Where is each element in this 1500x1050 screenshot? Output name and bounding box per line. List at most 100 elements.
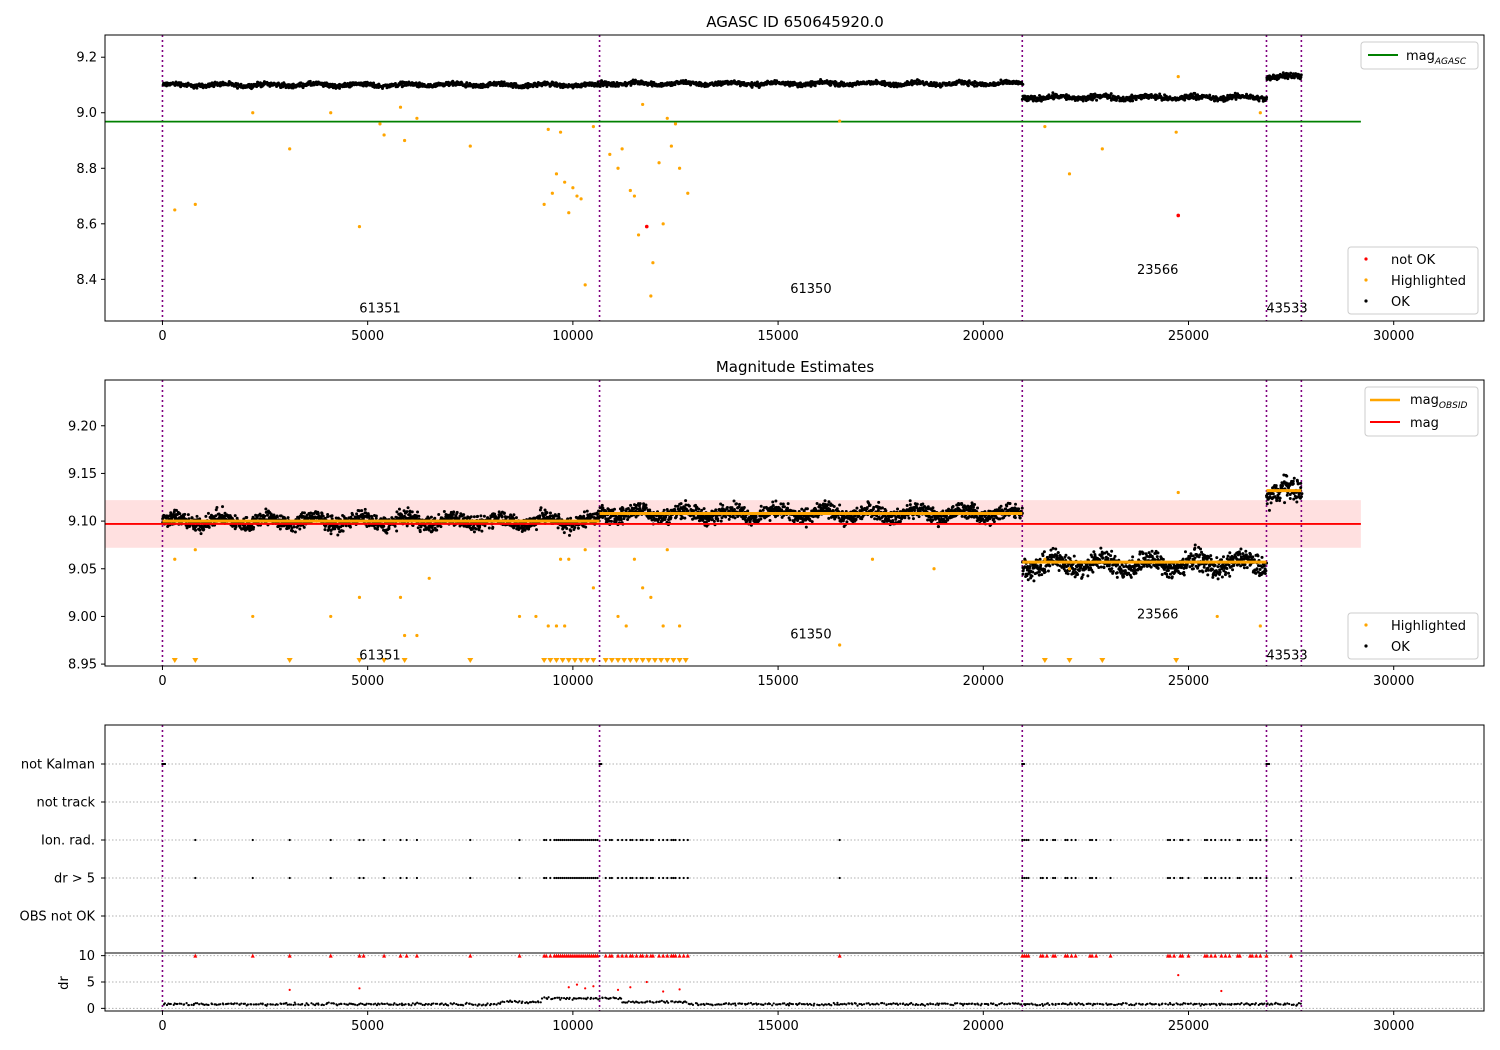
agasc-xtick-label: 25000 <box>1168 329 1209 344</box>
mag-ok-point <box>905 504 909 508</box>
agasc-ok-point <box>940 84 944 88</box>
mag-ok-point <box>482 514 486 518</box>
mag-ok-point <box>569 529 573 533</box>
mag-ok-point <box>472 530 476 534</box>
mag-ok-point <box>877 500 881 504</box>
mag-ok-point <box>788 518 792 522</box>
mag-ok-point <box>629 503 633 507</box>
mag-ok-point <box>727 517 731 521</box>
mag-ok-point <box>462 513 466 517</box>
mag-ok-point <box>832 505 836 509</box>
mag-ok-point <box>395 529 399 533</box>
mag-ok-point <box>298 527 302 531</box>
agasc-highlighted-point <box>173 208 177 212</box>
mag-ok-point <box>702 507 706 511</box>
mag-ok-point <box>913 508 917 512</box>
agasc-ytick-label: 8.6 <box>76 217 97 232</box>
agasc-ok-point <box>1109 92 1113 96</box>
mag-ok-point <box>406 506 410 510</box>
mag-ok-point <box>687 504 691 508</box>
mag-ok-point <box>251 527 255 531</box>
agasc-highlighted-point <box>357 224 362 229</box>
mag-ok-point <box>827 516 831 520</box>
agasc-ok-point <box>236 86 240 90</box>
mag-ok-point <box>263 514 267 518</box>
mag-ok-point <box>921 502 925 506</box>
mag-ok-point <box>714 508 718 512</box>
mag-ok-point <box>264 507 268 511</box>
mag-ok-point <box>502 512 506 516</box>
mag-ok-point <box>759 504 763 508</box>
mag-ok-point <box>286 516 290 520</box>
mag-ok-point <box>360 509 364 513</box>
mag-ok-point <box>565 527 569 531</box>
mag-ok-point <box>732 507 736 511</box>
mag-ok-point <box>721 503 725 507</box>
agasc-highlighted-point <box>542 202 546 206</box>
mag-ok-point <box>500 515 504 519</box>
agasc-highlighted-point <box>550 191 554 195</box>
mag-ok-point <box>873 517 877 521</box>
mag-ok-point <box>479 514 483 518</box>
mag-ok-point <box>768 518 772 522</box>
mag-ok-point <box>700 508 704 512</box>
mag-ok-point <box>815 502 819 506</box>
mag-ok-point <box>190 516 194 520</box>
mag-ok-point <box>735 502 739 506</box>
mag-ok-point <box>716 519 720 523</box>
mag-ok-point <box>915 502 919 506</box>
agasc-obsid-label: 23566 <box>1137 263 1178 278</box>
mag-ok-point <box>207 525 211 529</box>
mag-ok-point <box>582 510 586 514</box>
mag-ok-point <box>512 513 516 517</box>
mag-ok-point <box>669 516 673 520</box>
mag-ok-point <box>442 510 446 514</box>
mag-ok-point <box>351 513 355 517</box>
mag-ok-point <box>728 515 732 519</box>
agasc-obsid-label: 43533 <box>1266 302 1307 317</box>
agasc-highlighted-point <box>608 152 612 156</box>
agasc-highlighted-point <box>288 147 292 151</box>
agasc-ok-point <box>308 79 312 83</box>
mag-ok-point <box>292 525 296 529</box>
mag-ok-point <box>845 520 849 524</box>
mag-ok-point <box>221 505 225 509</box>
mag-ok-point <box>903 516 907 520</box>
agasc-legend-notok: not OK <box>1391 253 1436 268</box>
mag-ok-point <box>395 510 399 514</box>
mag-ok-point <box>199 532 203 536</box>
agasc-not-ok-point <box>1176 213 1181 218</box>
mag-ok-point <box>435 528 439 532</box>
mag-ok-point <box>437 513 441 517</box>
mag-ok-point <box>908 503 912 507</box>
mag-ok-point <box>178 512 182 516</box>
agasc-ytick-label: 9.2 <box>76 51 97 66</box>
agasc-ok-point <box>338 86 342 90</box>
mag-ok-point <box>754 515 758 519</box>
agasc-highlighted-point <box>673 122 678 126</box>
mag-ok-point <box>621 508 625 512</box>
agasc-ok-point <box>195 86 199 90</box>
agasc-highlighted-point <box>632 194 637 198</box>
mag-ok-point <box>562 531 566 535</box>
agasc-ytick-label: 8.8 <box>76 162 97 177</box>
mag-ok-point <box>567 533 571 537</box>
agasc-highlighted-point <box>403 138 407 143</box>
agasc-panel: AGASC ID 650645920.0 6135161350235664353… <box>76 13 1485 344</box>
mag-ok-point <box>382 524 386 528</box>
mag-ok-point <box>638 502 642 506</box>
mag-ok-point <box>323 528 327 532</box>
agasc-ok-point <box>1095 98 1099 102</box>
agasc-xtick-label: 10000 <box>552 329 593 344</box>
agasc-highlighted-point <box>571 186 575 190</box>
mag-ok-point <box>363 507 367 511</box>
agasc-highlighted-point <box>1174 130 1178 134</box>
agasc-highlighted-point <box>665 116 669 120</box>
agasc-highlighted-points <box>173 75 1262 298</box>
mag-ok-point <box>826 503 830 507</box>
agasc-highlighted-point <box>661 222 665 226</box>
mag-ok-point <box>896 507 900 511</box>
mag-ok-point <box>326 515 330 519</box>
mag-ok-point <box>431 528 435 532</box>
agasc-ytick-label: 9.0 <box>76 106 97 121</box>
